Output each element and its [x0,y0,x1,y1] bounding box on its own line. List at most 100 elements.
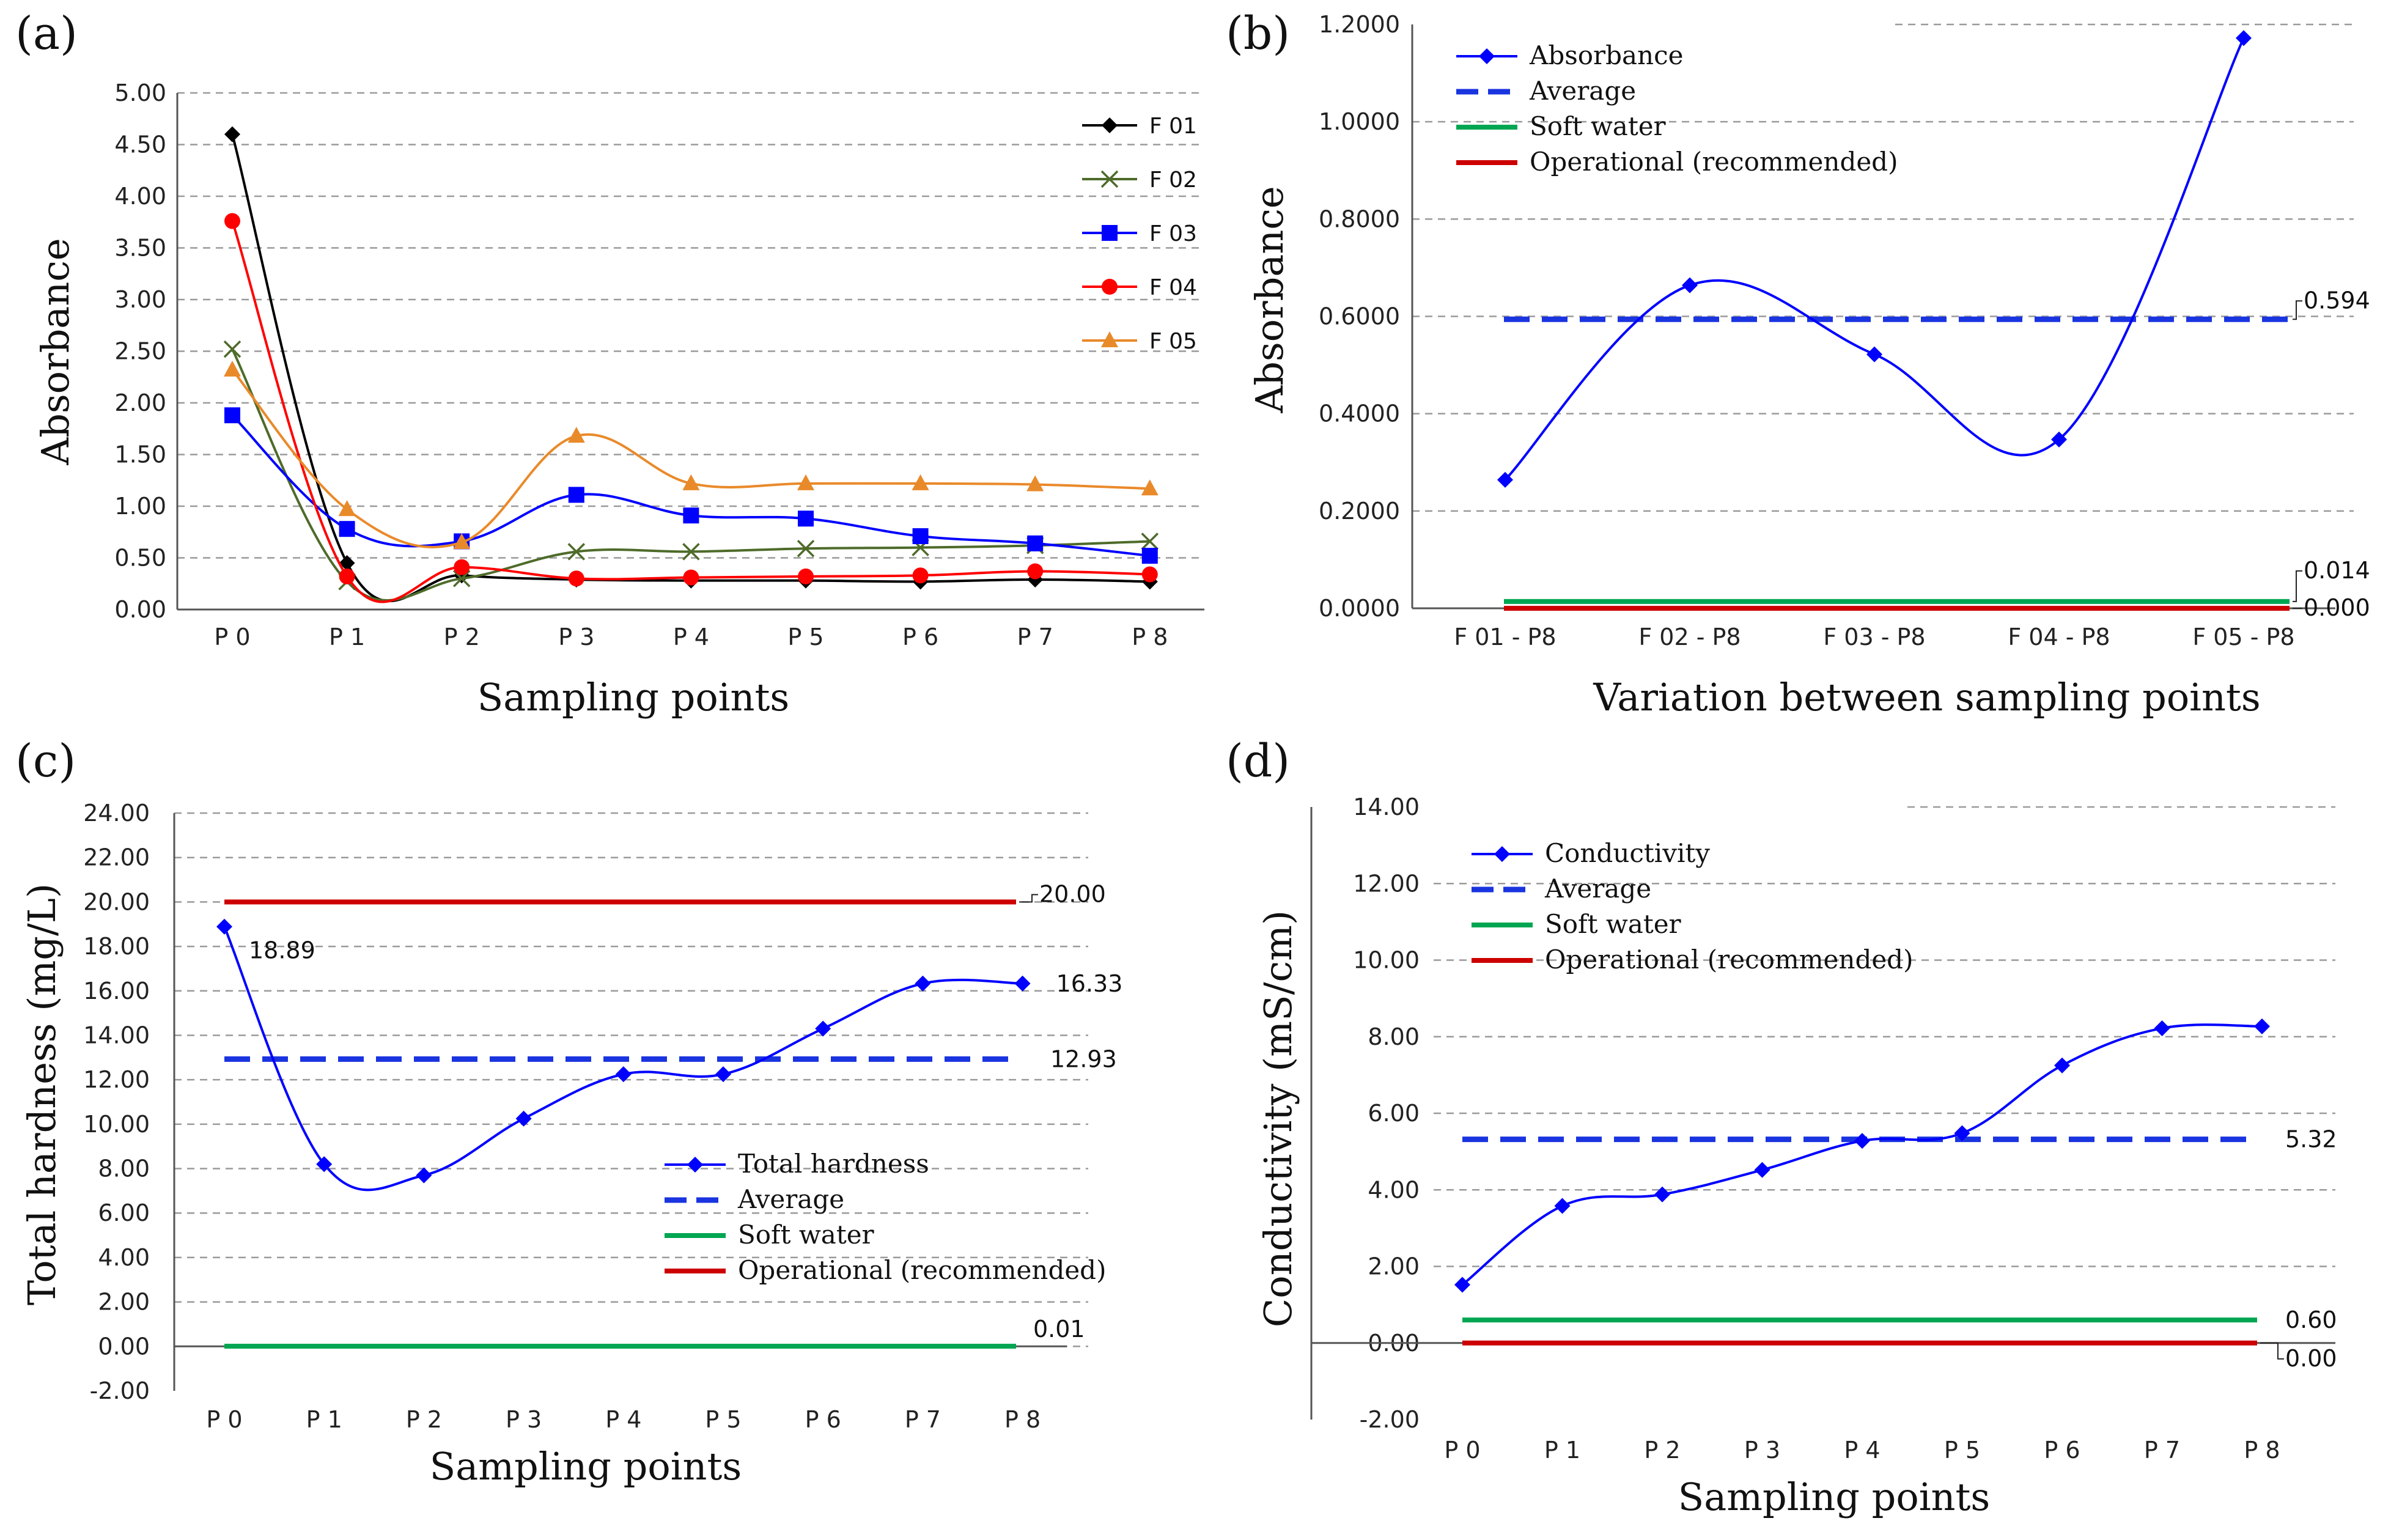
legend-label: F 01 [1149,114,1197,139]
series-line [1504,37,2245,481]
legend: Absorbance Average Soft water Operational (… [1456,40,1898,177]
x-tick-label: P 5 [1944,1437,1980,1464]
data-point [216,918,232,935]
value-annotation: 5.32 [2285,1126,2337,1153]
panel-label-d: (d) [1226,735,1290,787]
legend-label: Average [1529,76,1636,106]
y-tick-label: 0.8000 [1319,205,1400,232]
legend: Conductivity Average Soft water Operational… [1472,838,1913,974]
panel-label-b: (b) [1226,7,1290,60]
x-tick-label: P 3 [558,624,594,650]
value-annotation: 0.01 [1033,1316,1085,1343]
x-tick-label: P 1 [329,624,365,650]
y-tick-label: 14.00 [83,1022,150,1048]
y-axis-title: Conductivity (mS/cm) [1256,910,1300,1327]
data-point [1654,1186,1670,1203]
annotation-leader [2293,570,2302,602]
data-point [223,340,241,358]
data-point [338,500,356,517]
data-point [1754,1162,1770,1178]
data-point [1854,1133,1870,1149]
y-tick-label: 10.00 [83,1111,150,1138]
y-tick-label: 2.00 [114,389,166,416]
y-tick-label: 0.00 [98,1333,150,1360]
data-point [797,540,815,558]
data-point [339,554,355,571]
y-tick-label: 1.50 [114,441,166,468]
y-tick-label: 14.00 [1353,794,1420,820]
data-point [224,126,240,142]
x-tick-label: P 4 [1844,1437,1880,1464]
legend-marker [1479,48,1495,64]
legend: F 01 F 02 F 03 F 04 F 05 [1082,114,1197,354]
x-tick-label: P 8 [1004,1406,1041,1433]
panel-label-a: (a) [15,7,78,60]
x-tick-label: P 7 [905,1406,941,1433]
legend-marker [1100,170,1119,188]
chart-panel-d: (d) -2.00 0.00 2.00 4.00 6.00 8.00 10.00 12.00 14… [1226,735,2337,1519]
series-f-01 [224,126,1158,603]
y-tick-label: 0.50 [114,545,166,572]
legend-label: Total hardness [738,1149,929,1179]
data-point [915,975,931,992]
value-annotation: 0.60 [2285,1306,2337,1333]
y-tick-label: 2.50 [114,338,166,365]
legend-label: F 02 [1149,168,1197,193]
data-point [1141,479,1159,496]
x-tick-label: P 8 [1132,624,1168,650]
x-tick-label: P 0 [206,1406,242,1433]
data-point [2236,30,2252,46]
legend-label: F 04 [1149,275,1197,300]
data-point [912,567,929,584]
y-tick-label: 4.00 [1368,1176,1420,1203]
series-line [1461,1023,2263,1286]
y-tick-label: 1.2000 [1319,11,1400,38]
x-tick-label: F 05 - P8 [2192,624,2294,650]
data-point [797,474,814,490]
y-tick-label: 18.00 [83,933,150,960]
y-tick-label: 2.00 [98,1289,150,1316]
x-tick-label: P 1 [306,1406,342,1433]
legend-label: F 05 [1149,329,1197,354]
data-point [1954,1125,1970,1141]
series-f-02 [223,340,1159,602]
y-tick-label: 4.00 [98,1244,150,1271]
data-point [224,407,240,424]
y-tick-label: 16.00 [83,978,150,1004]
panel-label-c: (c) [15,735,76,787]
data-point [568,487,584,503]
x-tick-label: P 0 [214,624,250,650]
data-point [568,570,584,587]
value-annotation: 20.00 [1039,880,1106,907]
value-annotation: 0.014 [2304,557,2370,584]
annotation-leader [2260,1342,2284,1360]
x-axis-title: Variation between sampling points [1593,675,2260,720]
legend-label: Average [737,1184,844,1214]
x-tick-label: P 7 [2144,1437,2180,1464]
y-tick-label: 22.00 [83,844,150,871]
point-value-label: 16.33 [1056,970,1123,997]
data-point [1682,277,1698,293]
data-point [1027,563,1044,580]
series-line [231,369,1150,548]
legend-label: Soft water [1530,111,1667,141]
legend: Total hardness Average Soft water Operation… [665,1149,1106,1285]
data-point [912,528,929,545]
series-conductivity [1454,1018,2270,1293]
data-point [815,1020,831,1037]
x-axis-title: Sampling points [1678,1475,1990,1519]
series-absorbance [1497,30,2252,488]
data-point [2051,431,2067,448]
legend-label: F 03 [1149,221,1197,246]
data-point [1014,975,1031,992]
y-tick-label: 0.2000 [1319,498,1400,525]
y-tick-label: 8.00 [98,1155,150,1182]
data-point [798,568,814,584]
data-point [224,360,241,377]
x-tick-label: F 04 - P8 [2008,624,2110,650]
y-tick-label: -2.00 [1360,1406,1420,1433]
value-annotation: 12.93 [1050,1045,1117,1072]
data-point [912,474,929,490]
chart-panel-b: (b) 0.0000 0.2000 0.4000 0.6000 0.8000 1.0000 1… [1226,7,2370,720]
